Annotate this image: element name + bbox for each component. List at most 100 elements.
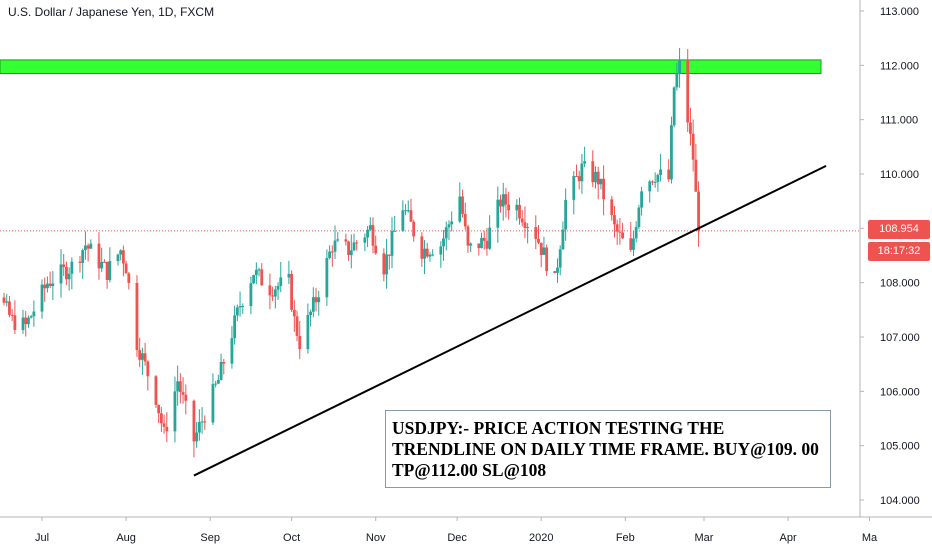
- candle-body: [618, 231, 622, 233]
- candle-body: [121, 250, 125, 264]
- candle-body: [195, 432, 199, 442]
- candle-body: [366, 229, 369, 238]
- candle-body: [515, 204, 519, 211]
- candle-body: [466, 226, 470, 246]
- candle-body: [371, 225, 375, 246]
- candle-body: [672, 87, 676, 126]
- candle-body: [290, 273, 294, 310]
- candle-body: [501, 194, 505, 207]
- candle-body: [634, 227, 638, 239]
- candle-body: [325, 257, 329, 298]
- candle-body: [670, 125, 673, 180]
- candle-body: [553, 271, 557, 273]
- candle-body: [572, 176, 576, 200]
- candle-body: [404, 210, 407, 212]
- candle-body: [59, 264, 63, 284]
- candle-body: [146, 361, 150, 377]
- annotation-text-box[interactable]: USDJPY:- PRICE ACTION TESTING THE TRENDL…: [385, 410, 831, 488]
- candle-body: [235, 307, 239, 316]
- candle-body: [686, 59, 690, 123]
- candle-body: [214, 383, 218, 385]
- candle-body: [694, 159, 698, 192]
- time-tick-label: Ma: [862, 532, 878, 544]
- candle-body: [27, 317, 30, 325]
- candles: [2, 48, 700, 458]
- candle-body: [629, 238, 633, 250]
- candle-body: [276, 285, 280, 290]
- candle-body: [368, 225, 372, 230]
- candle-body: [591, 161, 595, 183]
- time-tick-label: Feb: [616, 532, 635, 544]
- candle-body: [385, 254, 388, 275]
- candle-body: [691, 133, 695, 160]
- candle-body: [444, 227, 448, 239]
- candle-body: [637, 207, 641, 228]
- candle-body: [599, 178, 603, 185]
- candle-body: [667, 169, 671, 180]
- time-axis[interactable]: Jul Aug Sep Oct Nov Dec 2020 Feb Mar Apr Ma: [35, 517, 878, 544]
- candle-body: [48, 283, 52, 287]
- candle-body: [127, 273, 131, 283]
- price-tick-label: 105.000: [880, 441, 920, 453]
- candle-body: [203, 421, 207, 423]
- trendline[interactable]: [193, 164, 827, 477]
- candle-body: [65, 266, 68, 280]
- time-tick-label: Aug: [116, 532, 136, 544]
- candle-body: [67, 273, 71, 280]
- candle-body: [249, 283, 253, 306]
- candle-body: [602, 178, 606, 200]
- candle-body: [697, 191, 700, 231]
- candle-body: [542, 247, 546, 255]
- candle-body: [412, 221, 416, 237]
- candle-body: [230, 338, 234, 364]
- candle-body: [450, 221, 454, 225]
- resistance-zone[interactable]: [0, 59, 822, 74]
- candle-body: [583, 161, 587, 164]
- candle-body: [200, 421, 204, 423]
- candle-body: [596, 171, 600, 185]
- time-tick-label: Apr: [780, 532, 797, 544]
- candle-body: [273, 289, 277, 297]
- candle-body: [355, 242, 359, 244]
- candle-body: [659, 169, 662, 175]
- candle-body: [135, 282, 139, 351]
- candle-body: [328, 251, 331, 258]
- candle-body: [653, 181, 657, 183]
- candle-body: [518, 204, 521, 219]
- candle-body: [575, 176, 578, 178]
- candle-body: [5, 301, 9, 303]
- candle-body: [463, 213, 467, 227]
- price-tick-label: 112.000: [880, 60, 919, 72]
- candle-body: [374, 245, 378, 254]
- candle-body: [40, 284, 44, 312]
- candle-body: [480, 237, 483, 249]
- candle-body: [363, 237, 367, 243]
- candle-body: [556, 267, 559, 273]
- candle-body: [252, 275, 256, 284]
- candle-body: [488, 227, 492, 249]
- candle-body: [216, 379, 220, 384]
- price-tick-label: 108.000: [880, 278, 920, 290]
- candle-body: [330, 251, 334, 253]
- time-tick-label: Sep: [200, 532, 220, 544]
- candle-body: [24, 317, 28, 325]
- candle-body: [271, 295, 275, 297]
- candle-body: [86, 245, 90, 249]
- candle-body: [233, 315, 237, 339]
- candle-body: [62, 264, 66, 267]
- candle-body: [499, 199, 502, 207]
- candle-body: [254, 269, 258, 276]
- candle-body: [447, 224, 451, 228]
- candle-body: [43, 284, 47, 289]
- candle-body: [420, 236, 424, 259]
- candle-body: [13, 315, 17, 331]
- candle-body: [461, 196, 464, 214]
- candle-body: [295, 316, 299, 336]
- candle-body: [178, 381, 182, 393]
- candle-body: [428, 254, 432, 257]
- candle-body: [84, 245, 87, 251]
- candle-body: [442, 238, 445, 247]
- candle-body: [425, 248, 429, 257]
- candle-body: [469, 243, 473, 246]
